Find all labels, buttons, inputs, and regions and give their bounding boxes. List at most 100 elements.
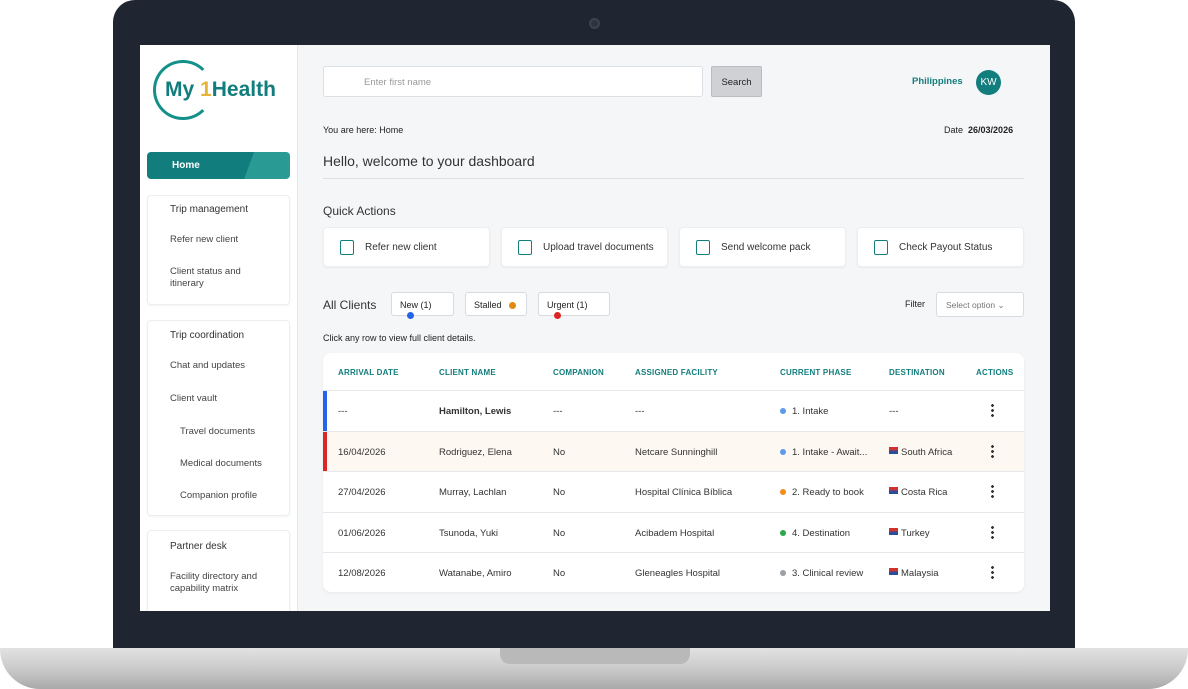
column-header: COMPANION — [553, 368, 604, 377]
row-menu[interactable] — [991, 565, 994, 580]
cell: Watanabe, Amiro — [439, 568, 512, 579]
cell: --- — [889, 406, 899, 417]
cell: Gleneagles Hospital — [635, 568, 721, 579]
nav-item[interactable]: Client vault — [170, 393, 217, 404]
screen: My 1Health Home Trip management Refer ne… — [140, 45, 1050, 611]
cell: 27/04/2026 — [338, 487, 386, 498]
table-row[interactable]: --- Hamilton, Lewis --- --- 1. Intake --- — [323, 390, 1024, 431]
nav-item[interactable]: Refer new client — [170, 234, 239, 245]
table-row[interactable]: 27/04/2026 Murray, Lachlan No Hospital Clín… — [323, 471, 1024, 512]
sidebar: My 1Health Home Trip management Refer ne… — [140, 45, 298, 611]
camera — [589, 18, 600, 29]
table-row[interactable]: 01/06/2026 Tsunoda, Yuki No Acibadem Hospit… — [323, 511, 1024, 553]
location[interactable]: Philippines — [912, 76, 963, 87]
nav-label: Home — [172, 160, 200, 171]
phase-dot — [780, 489, 786, 495]
logo: My 1Health — [165, 78, 276, 102]
cell: No — [553, 487, 566, 498]
nav-item[interactable]: Travel documents — [180, 426, 256, 437]
date-value: 26/03/2026 — [968, 125, 1014, 135]
nav-item[interactable]: Chat and updates — [170, 360, 246, 371]
row-accent — [323, 391, 327, 431]
column-header: ACTIONS — [976, 368, 1014, 377]
nav-card: Trip coordination Chat and updates Clien… — [147, 320, 290, 516]
select-label: Select option — [946, 300, 996, 310]
filter-label: Filter — [905, 299, 925, 309]
cell: 1. Intake — [792, 406, 829, 417]
row-menu[interactable] — [991, 484, 994, 499]
cell: No — [553, 568, 566, 579]
search-input[interactable]: Enter first name — [323, 66, 703, 97]
row-menu[interactable] — [991, 403, 994, 418]
quick-action-label: Send welcome pack — [721, 242, 811, 253]
hint: Click any row to view full client detail… — [323, 333, 476, 343]
cell: Tsunoda, Yuki — [439, 527, 498, 539]
logo-text: My — [165, 78, 195, 101]
quick-action[interactable]: Send welcome pack — [679, 227, 846, 267]
row-menu[interactable] — [991, 443, 994, 459]
avatar[interactable]: KW — [976, 70, 1001, 95]
quick-action[interactable]: Upload travel documents — [501, 227, 668, 267]
quick-action[interactable]: Check Payout Status — [857, 227, 1024, 267]
flag — [889, 527, 898, 535]
flag — [889, 487, 898, 494]
nav-section[interactable]: Trip coordination — [170, 330, 245, 341]
cell: 01/06/2026 — [338, 527, 386, 539]
chip[interactable]: Stalled — [465, 292, 527, 316]
chip-label: New (1) — [400, 300, 432, 310]
quick-action-icon — [696, 240, 710, 255]
chip-label: Urgent (1) — [547, 300, 588, 310]
row-menu[interactable] — [991, 524, 994, 540]
cell: No — [553, 446, 566, 458]
nav-item[interactable]: Companion profile — [180, 490, 258, 501]
cell: 4. Destination — [792, 527, 851, 539]
logo-text: Health — [211, 78, 276, 101]
cell: Acibadem Hospital — [635, 527, 715, 539]
nav-home[interactable]: Home — [147, 152, 290, 179]
search-button[interactable]: Search — [711, 66, 762, 97]
column-header: CURRENT PHASE — [780, 368, 852, 377]
phase-dot — [780, 529, 786, 536]
flag — [889, 446, 898, 454]
cell: Netcare Sunninghill — [635, 446, 718, 458]
cell: Turkey — [901, 527, 930, 539]
row-accent — [323, 431, 327, 471]
nav-card: Partner desk Facility directory and capa… — [147, 530, 290, 611]
cell: Costa Rica — [901, 487, 948, 498]
filter-select[interactable]: Select option ⌄ — [936, 292, 1024, 317]
phase-dot — [780, 448, 786, 455]
nav-item[interactable]: Medical documents — [180, 458, 262, 469]
chip-label: Stalled — [474, 300, 502, 310]
nav-section[interactable]: Partner desk — [170, 541, 227, 552]
table-row[interactable]: 12/08/2026 Watanabe, Amiro No Gleneagles Ho… — [323, 552, 1024, 592]
chip[interactable]: New (1) — [391, 292, 454, 319]
cell: 12/08/2026 — [338, 568, 386, 579]
search-placeholder: Enter first name — [364, 77, 432, 88]
laptop-notch — [500, 648, 690, 664]
cell: --- — [553, 406, 563, 417]
nav-card: Trip management Refer new client Client … — [147, 195, 290, 305]
logo-text: 1 — [200, 78, 212, 101]
cell: Rodriguez, Elena — [439, 446, 512, 458]
clients-table: ARRIVAL DATE CLIENT NAME COMPANION ASSIGNED… — [323, 353, 1024, 592]
cell: Murray, Lachlan — [439, 487, 507, 498]
cell: Hamilton, Lewis — [439, 406, 512, 417]
column-header: CLIENT NAME — [439, 368, 496, 377]
nav-item[interactable]: Facility directory and capability matrix — [170, 571, 258, 594]
cell: --- — [635, 406, 645, 417]
table-row[interactable]: 16/04/2026 Rodriguez, Elena No Netcare Sunn… — [323, 430, 1024, 471]
column-header: DESTINATION — [889, 368, 945, 377]
cell: 3. Clinical review — [792, 568, 864, 579]
cell: South Africa — [901, 446, 953, 458]
cell: Malaysia — [901, 568, 939, 579]
quick-action-label: Check Payout Status — [899, 242, 993, 253]
quick-action-label: Refer new client — [365, 242, 437, 253]
cell: 16/04/2026 — [338, 446, 386, 458]
column-header: ASSIGNED FACILITY — [635, 368, 718, 377]
nav-item[interactable]: Client status and itinerary — [170, 266, 241, 289]
quick-action[interactable]: Refer new client — [323, 227, 490, 267]
chip[interactable]: Urgent (1) — [538, 292, 610, 319]
nav-section[interactable]: Trip management — [170, 204, 248, 215]
quick-action-icon — [340, 240, 354, 255]
